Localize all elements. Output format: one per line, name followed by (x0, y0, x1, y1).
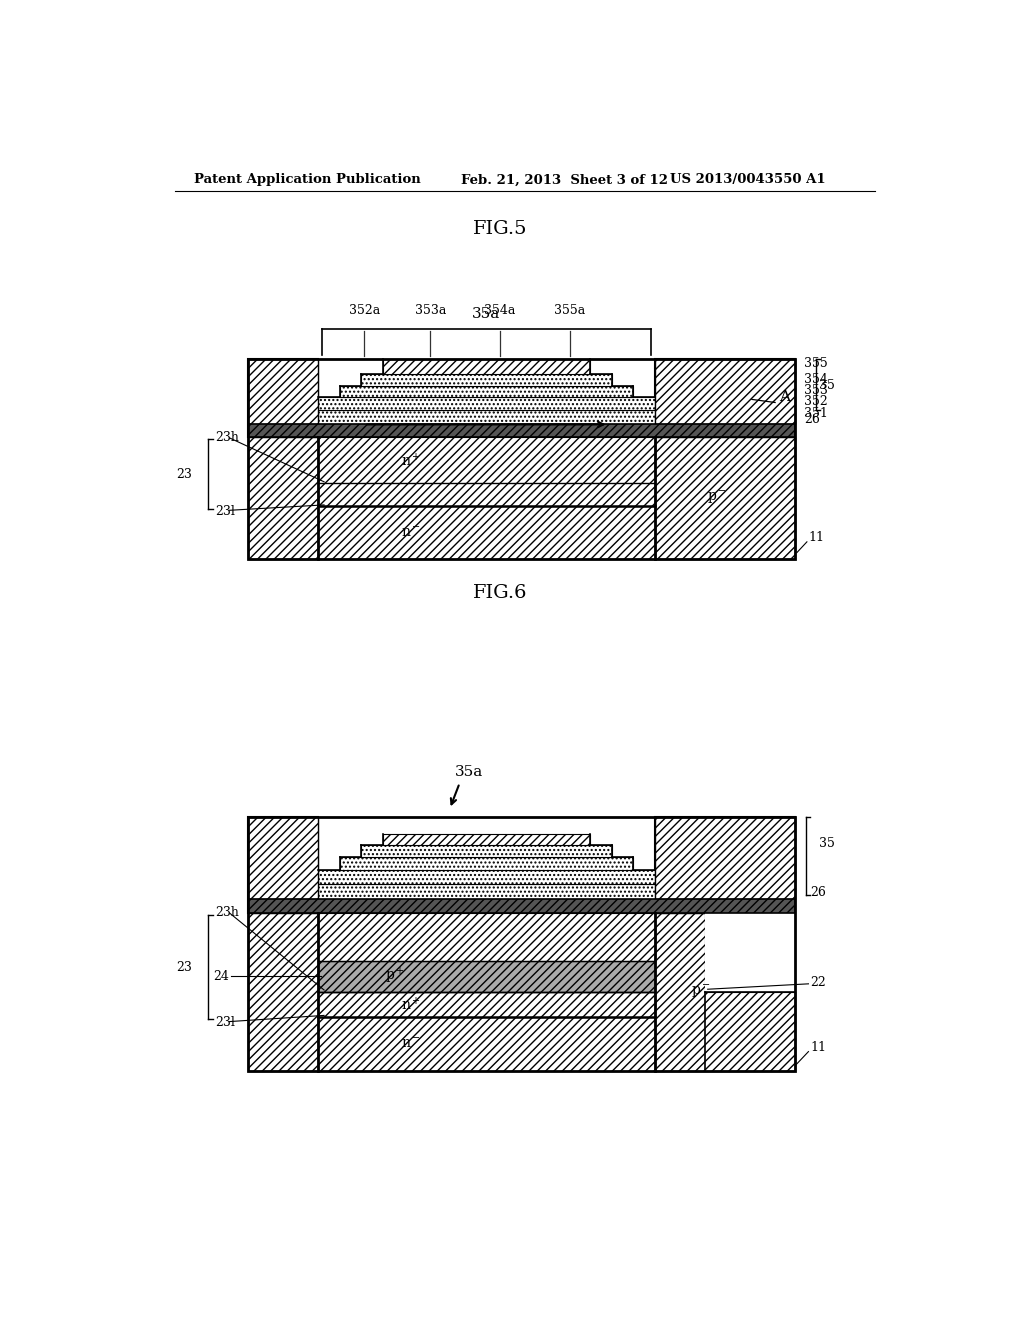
Text: n$^+$: n$^+$ (400, 451, 421, 469)
Text: 23h: 23h (216, 906, 240, 919)
Bar (317, 870, 655, 884)
Bar (317, 397, 655, 411)
Bar (317, 913, 655, 961)
Bar (248, 359, 317, 424)
Text: FIG.6: FIG.6 (473, 585, 527, 602)
Text: 23l: 23l (216, 504, 236, 517)
Text: 351: 351 (804, 407, 827, 420)
Text: A: A (779, 391, 790, 404)
Bar (317, 507, 655, 558)
Bar (655, 817, 795, 899)
Text: 23l: 23l (216, 1016, 236, 1028)
Bar (248, 437, 317, 558)
Bar (655, 359, 795, 424)
Bar (655, 437, 795, 558)
Bar (655, 359, 795, 437)
Text: 352: 352 (804, 395, 827, 408)
Text: n$^-$: n$^-$ (400, 525, 421, 540)
Text: 355: 355 (804, 358, 827, 371)
Text: 35: 35 (819, 837, 836, 850)
Text: n$^-$: n$^-$ (400, 1038, 421, 1051)
Text: 355a: 355a (554, 305, 586, 317)
Bar (248, 359, 317, 437)
Text: 26: 26 (804, 413, 819, 426)
Bar (317, 411, 655, 424)
Bar (248, 817, 317, 899)
Text: 353a: 353a (415, 305, 445, 317)
Text: 23: 23 (176, 961, 193, 974)
Text: 35: 35 (819, 379, 836, 392)
Text: 35a: 35a (472, 308, 501, 321)
Bar (383, 834, 590, 845)
Text: 352a: 352a (349, 305, 380, 317)
Bar (317, 961, 655, 991)
Text: 353: 353 (804, 384, 827, 397)
Text: 23h: 23h (216, 430, 240, 444)
Bar (248, 899, 795, 913)
Text: Feb. 21, 2013  Sheet 3 of 12: Feb. 21, 2013 Sheet 3 of 12 (461, 173, 669, 186)
Bar (340, 385, 633, 397)
Text: US 2013/0043550 A1: US 2013/0043550 A1 (671, 173, 826, 186)
Text: 26: 26 (810, 887, 826, 899)
Bar (340, 857, 633, 870)
Text: Patent Application Publication: Patent Application Publication (194, 173, 421, 186)
Bar (248, 817, 317, 913)
Text: 35a: 35a (455, 766, 483, 779)
Text: 354: 354 (804, 372, 827, 385)
Text: n$^+$: n$^+$ (400, 995, 421, 1012)
Bar (361, 845, 611, 857)
Bar (248, 817, 795, 1071)
Text: FIG.5: FIG.5 (473, 220, 527, 238)
Text: p$^+$: p$^+$ (385, 966, 406, 986)
Bar (248, 359, 795, 558)
Bar (655, 817, 795, 913)
Bar (248, 913, 317, 1071)
Text: 11: 11 (809, 531, 824, 544)
Bar (706, 913, 795, 991)
Text: 23: 23 (176, 467, 193, 480)
Bar (706, 913, 799, 991)
Text: 354a: 354a (484, 305, 516, 317)
Bar (655, 913, 795, 1071)
Bar (383, 359, 590, 374)
Bar (317, 437, 655, 507)
Bar (317, 991, 655, 1016)
Bar (361, 374, 611, 385)
Bar (248, 424, 795, 437)
Text: 22: 22 (810, 975, 825, 989)
Text: p$^-$: p$^-$ (691, 983, 712, 1001)
Bar (317, 884, 655, 899)
Bar (317, 1016, 655, 1071)
Text: 11: 11 (810, 1041, 826, 1055)
Text: 24: 24 (213, 970, 228, 982)
Text: p$^-$: p$^-$ (707, 490, 727, 507)
